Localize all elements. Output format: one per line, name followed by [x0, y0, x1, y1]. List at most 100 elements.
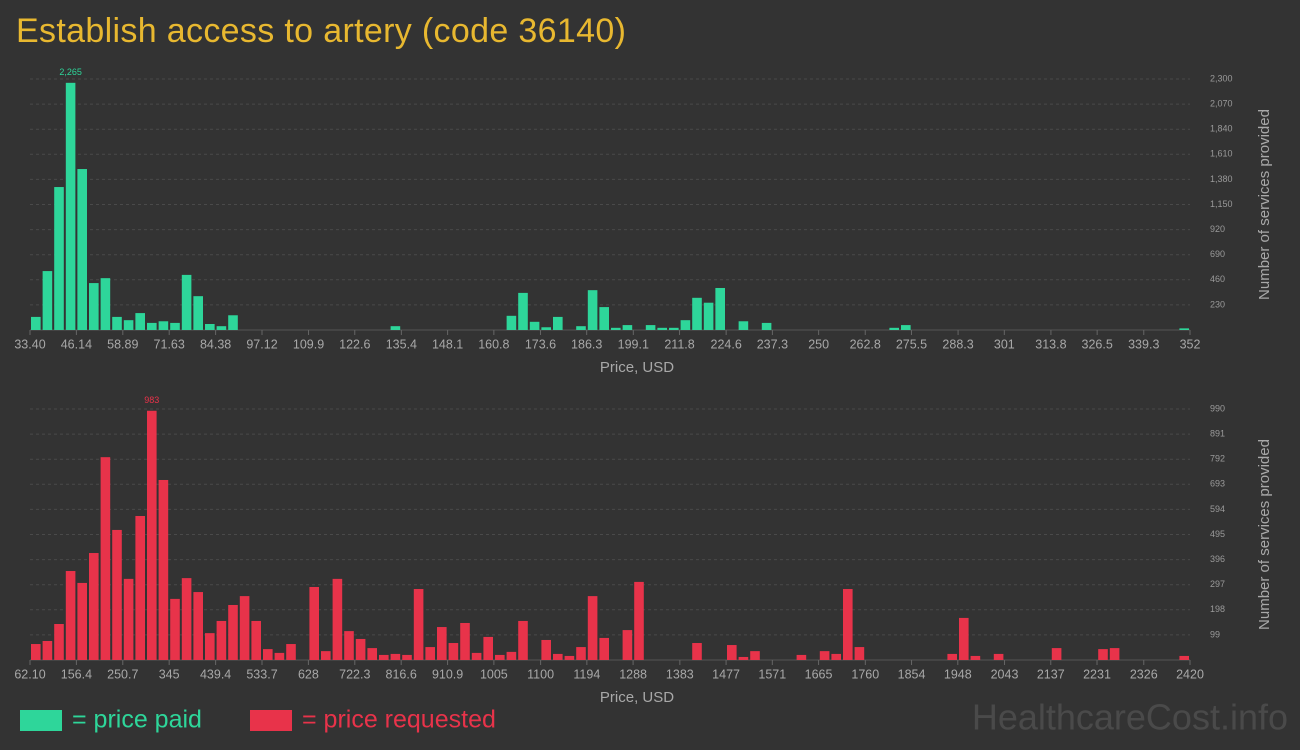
- bar: [89, 283, 99, 330]
- bar: [437, 627, 447, 660]
- x-tick-label: 1571: [758, 667, 786, 681]
- x-tick-label: 1005: [480, 667, 508, 681]
- bar: [135, 313, 145, 330]
- y-tick-label: 891: [1210, 428, 1225, 438]
- x-tick-label: 199.1: [618, 337, 649, 351]
- y-tick-label: 2,070: [1210, 98, 1233, 108]
- bar: [599, 637, 609, 660]
- x-tick-label: 46.14: [61, 337, 92, 351]
- page-title: Establish access to artery (code 36140): [16, 12, 626, 50]
- x-axis-title: Price, USD: [600, 359, 674, 376]
- bar: [727, 645, 737, 660]
- bar: [251, 620, 261, 660]
- y-tick-label: 690: [1210, 249, 1225, 259]
- bar: [42, 271, 53, 330]
- bar: [193, 592, 204, 660]
- x-tick-label: 2043: [991, 667, 1019, 681]
- x-tick-label: 288.3: [942, 337, 973, 351]
- y-tick-label: 1,380: [1210, 174, 1233, 184]
- bar: [622, 325, 633, 330]
- bar: [715, 287, 725, 330]
- bar: [147, 322, 157, 330]
- x-tick-label: 211.8: [664, 337, 694, 351]
- bar: [425, 647, 436, 660]
- bar: [77, 169, 87, 330]
- x-tick-label: 173.6: [525, 337, 556, 351]
- bar: [263, 649, 273, 660]
- x-tick-label: 135.4: [386, 337, 417, 351]
- bar: [274, 652, 285, 660]
- bar: [158, 321, 169, 330]
- y-tick-label: 297: [1210, 579, 1225, 589]
- bar: [703, 302, 714, 330]
- y-tick-label: 198: [1210, 604, 1225, 614]
- x-tick-label: 1665: [805, 667, 833, 681]
- bar: [1179, 328, 1189, 330]
- bar: [31, 644, 41, 660]
- bar: [506, 651, 517, 660]
- bar: [367, 648, 377, 660]
- x-tick-label: 439.4: [200, 667, 231, 681]
- bar: [112, 529, 122, 660]
- x-tick-label: 97.12: [246, 337, 277, 351]
- bar: [321, 651, 331, 660]
- x-axis-title: Price, USD: [600, 689, 674, 706]
- bar: [622, 630, 633, 660]
- bar: [402, 654, 412, 660]
- x-tick-label: 313.8: [1035, 337, 1066, 351]
- y-tick-label: 792: [1210, 454, 1225, 464]
- bar: [54, 623, 64, 660]
- bar: [379, 654, 389, 660]
- bar: [216, 326, 227, 330]
- bar: [553, 316, 563, 330]
- y-tick-label: 460: [1210, 274, 1225, 284]
- x-tick-label: 1288: [619, 667, 647, 681]
- x-tick-label: 816.6: [386, 667, 417, 681]
- bar: [228, 315, 238, 330]
- bar: [541, 639, 552, 660]
- data-label: 2,265: [59, 67, 82, 77]
- bar: [158, 479, 169, 660]
- bar: [483, 636, 493, 660]
- x-tick-label: 33.40: [14, 337, 45, 351]
- x-tick-label: 62.10: [14, 667, 45, 681]
- watermark: HealthcareCost.info: [972, 697, 1288, 738]
- bar: [796, 654, 807, 660]
- y-tick-label: 99: [1210, 629, 1220, 639]
- bar: [170, 598, 180, 660]
- bar: [750, 651, 760, 660]
- legend-label: = price paid: [72, 706, 202, 734]
- bar: [692, 643, 702, 660]
- bar: [390, 653, 401, 660]
- x-tick-label: 148.1: [432, 337, 463, 351]
- x-tick-label: 250.7: [107, 667, 138, 681]
- bar: [332, 578, 343, 660]
- bar: [692, 297, 702, 330]
- y-tick-label: 495: [1210, 529, 1225, 539]
- bar: [669, 327, 679, 330]
- x-tick-label: 2326: [1130, 667, 1158, 681]
- x-tick-label: 326.5: [1082, 337, 1113, 351]
- bar: [889, 327, 899, 330]
- bar: [390, 326, 401, 330]
- bar: [901, 325, 911, 330]
- bar: [147, 410, 157, 660]
- bar: [239, 596, 250, 660]
- bar: [843, 589, 853, 660]
- bar: [205, 633, 215, 660]
- bar: [645, 325, 656, 330]
- bar: [657, 327, 667, 330]
- bar: [831, 653, 841, 660]
- bar: [123, 320, 134, 330]
- bar: [1051, 648, 1062, 660]
- bar: [1179, 655, 1189, 660]
- y-tick-label: 594: [1210, 504, 1225, 514]
- y-tick-label: 920: [1210, 224, 1225, 234]
- x-tick-label: 628: [298, 667, 319, 681]
- bar: [181, 578, 192, 660]
- y-axis-title: Number of services provided: [1256, 109, 1273, 300]
- x-tick-label: 250: [808, 337, 829, 351]
- x-tick-label: 84.38: [200, 337, 231, 351]
- x-tick-label: 122.6: [339, 337, 370, 351]
